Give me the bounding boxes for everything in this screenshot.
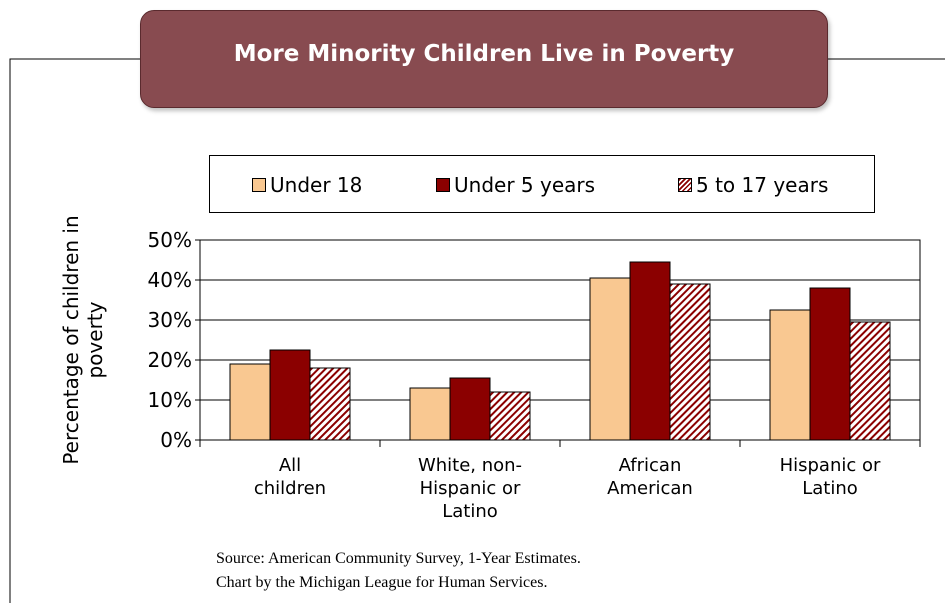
bar: [849, 321, 891, 441]
bar: [229, 363, 271, 441]
y-tick-label: 20%: [148, 348, 192, 372]
legend-label: Under 5 years: [454, 173, 596, 197]
legend-label: 5 to 17 years: [696, 173, 829, 197]
source-line-2: Chart by the Michigan League for Human S…: [216, 574, 548, 591]
source-line-1: Source: American Community Survey, 1-Yea…: [216, 550, 581, 567]
bar: [269, 349, 311, 441]
y-tick-label: 0%: [160, 428, 192, 452]
bar: [449, 377, 491, 441]
x-tick-label: All children: [253, 455, 327, 499]
legend-swatch-under-5: [436, 178, 450, 192]
bar: [489, 391, 531, 441]
bar: [669, 283, 711, 441]
bar: [809, 287, 851, 441]
x-tick-label: Hispanic or Latino: [779, 455, 881, 499]
x-tick-label: African American: [607, 455, 693, 499]
legend-item-under-5: Under 5 years: [436, 156, 595, 214]
y-tick-label: 50%: [148, 228, 192, 252]
bar: [629, 261, 671, 441]
legend-label: Under 18: [270, 173, 363, 197]
bar: [589, 277, 631, 441]
title-banner: More Minority Children Live in Poverty: [140, 10, 828, 108]
bar: [309, 367, 351, 441]
bar: [769, 309, 811, 441]
legend-item-under-18: Under 18: [252, 156, 362, 214]
legend-swatch-5-to-17: [678, 178, 692, 192]
y-tick-label: 10%: [148, 388, 192, 412]
legend-swatch-under-18: [252, 178, 266, 192]
y-tick-label: 40%: [148, 268, 192, 292]
legend: Under 18 Under 5 years 5 to 17 years: [209, 155, 875, 213]
y-tick-label: 30%: [148, 308, 192, 332]
bar: [409, 387, 451, 441]
chart-title: More Minority Children Live in Poverty: [233, 41, 735, 67]
legend-item-5-to-17: 5 to 17 years: [678, 156, 828, 214]
x-tick-label: White, non- Hispanic or Latino: [417, 455, 523, 522]
